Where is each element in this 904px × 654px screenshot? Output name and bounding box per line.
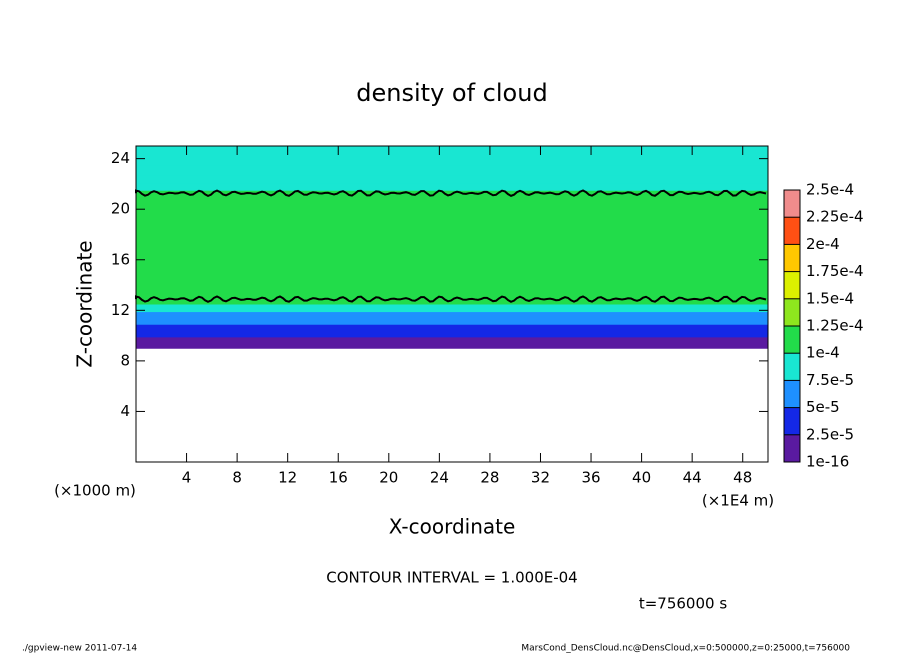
x-tick-label: 44 xyxy=(683,469,702,487)
colorbar-swatch xyxy=(784,298,800,326)
x-tick-label: 24 xyxy=(430,469,449,487)
heat-cell xyxy=(136,343,768,349)
colorbar-swatch xyxy=(784,380,800,408)
colorbar-swatch xyxy=(784,190,800,218)
colorbar-label: 1.25e-4 xyxy=(806,317,864,335)
colorbar-swatch xyxy=(784,353,800,381)
y-axis-label: Z-coordinate xyxy=(73,240,97,367)
y-tick-label: 24 xyxy=(111,149,130,167)
y-tick-label: 8 xyxy=(120,351,130,369)
y-tick-label: 16 xyxy=(111,250,130,268)
colorbar-swatch xyxy=(784,217,800,245)
footer-right: MarsCond_DensCloud.nc@DensCloud,x=0:5000… xyxy=(521,644,850,654)
colorbar-label: 2.25e-4 xyxy=(806,208,864,226)
colorbar-label: 1e-4 xyxy=(806,344,840,362)
colorbar-label: 1e-16 xyxy=(806,453,849,471)
heat-cell xyxy=(136,336,768,344)
plot-frame xyxy=(135,145,769,463)
x-tick-label: 40 xyxy=(632,469,651,487)
heat-cell xyxy=(136,221,768,248)
colorbar-label: 5e-5 xyxy=(806,398,840,416)
colorbar-label: 1.75e-4 xyxy=(806,262,864,280)
y-unit: (×1000 m) xyxy=(54,482,136,500)
x-tick-label: 48 xyxy=(733,469,752,487)
x-tick-label: 12 xyxy=(278,469,297,487)
heat-cell xyxy=(136,146,768,166)
x-tick-label: 8 xyxy=(232,469,242,487)
x-axis-label: X-coordinate xyxy=(389,515,516,539)
colorbar-swatch xyxy=(784,434,800,462)
x-tick-label: 4 xyxy=(182,469,192,487)
heat-cell xyxy=(136,311,768,319)
heat-cell xyxy=(136,291,768,305)
x-unit: (×1E4 m) xyxy=(702,492,774,510)
x-tick-label: 32 xyxy=(531,469,550,487)
x-tick-label: 16 xyxy=(329,469,348,487)
x-tick-label: 20 xyxy=(379,469,398,487)
heat-cell xyxy=(136,175,768,184)
colorbar-swatch xyxy=(784,271,800,299)
chart-title: density of cloud xyxy=(356,79,547,107)
heat-cell xyxy=(136,202,768,223)
colorbar-label: 7.5e-5 xyxy=(806,371,854,389)
y-tick-label: 4 xyxy=(120,402,130,420)
heat-cell xyxy=(136,272,768,292)
contour-interval: CONTOUR INTERVAL = 1.000E-04 xyxy=(326,569,577,587)
colorbar-label: 2e-4 xyxy=(806,235,840,253)
heat-cell xyxy=(136,317,768,325)
colorbar-swatch xyxy=(784,407,800,435)
heat-cell xyxy=(136,324,768,332)
contour-line xyxy=(135,295,767,303)
colorbar-frame xyxy=(783,189,801,463)
x-tick-label: 36 xyxy=(581,469,600,487)
y-tick-label: 12 xyxy=(111,301,130,319)
footer-left: ./gpview-new 2011-07-14 xyxy=(22,644,137,654)
colorbar-swatch xyxy=(784,326,800,354)
colorbar-label: 2.5e-4 xyxy=(806,181,854,199)
heat-cell xyxy=(136,164,768,176)
colorbar-label: 1.5e-4 xyxy=(806,289,854,307)
time-label: t=756000 s xyxy=(639,595,727,613)
x-tick-label: 28 xyxy=(480,469,499,487)
contour-line xyxy=(135,189,767,197)
colorbar-swatch xyxy=(784,244,800,272)
colorbar-label: 2.5e-5 xyxy=(806,425,854,443)
y-tick-label: 20 xyxy=(111,200,130,218)
heat-cell xyxy=(136,247,768,273)
heat-cell xyxy=(136,304,768,313)
heat-cell xyxy=(136,182,768,191)
heat-cell xyxy=(136,330,768,338)
